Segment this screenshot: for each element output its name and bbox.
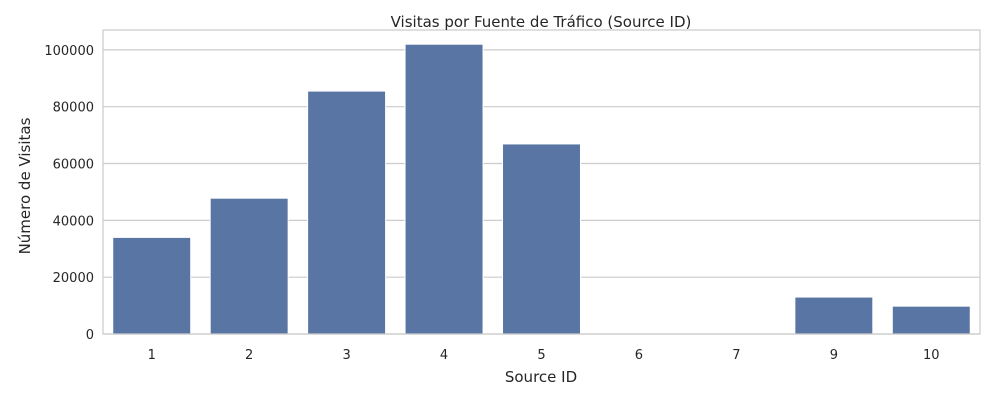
bar-source-2 bbox=[209, 197, 289, 335]
y-tick-label: 100000 bbox=[44, 44, 94, 59]
x-tick-label: 6 bbox=[635, 348, 643, 363]
x-tick-label: 3 bbox=[342, 348, 350, 363]
y-axis-label: Número de Visitas bbox=[16, 117, 34, 254]
x-tick-label: 1 bbox=[148, 348, 156, 363]
bar-source-5 bbox=[502, 143, 581, 335]
x-tick-label: 5 bbox=[537, 348, 545, 363]
y-tick-label: 20000 bbox=[53, 271, 94, 286]
x-tick-label: 10 bbox=[923, 348, 940, 363]
y-tick-labels: 0 20000 40000 60000 80000 100000 bbox=[44, 44, 94, 343]
x-tick-label: 9 bbox=[830, 348, 838, 363]
bar-source-3 bbox=[307, 90, 387, 335]
y-tick-label: 80000 bbox=[53, 101, 94, 116]
bar-source-4 bbox=[404, 43, 484, 335]
x-tick-label: 4 bbox=[440, 348, 448, 363]
x-tick-labels: 1 2 3 4 5 6 7 9 10 bbox=[148, 348, 940, 363]
bar-source-1 bbox=[112, 236, 192, 335]
bar-source-10 bbox=[891, 305, 971, 335]
bar-source-9 bbox=[794, 296, 874, 335]
y-tick-label: 60000 bbox=[53, 158, 94, 173]
bar-layer bbox=[112, 43, 971, 335]
plot-frame bbox=[102, 29, 981, 335]
x-axis-label: Source ID bbox=[505, 368, 577, 386]
x-tick-label: 2 bbox=[245, 348, 253, 363]
x-tick-label: 7 bbox=[732, 348, 740, 363]
y-tick-label: 0 bbox=[86, 328, 94, 343]
y-tick-label: 40000 bbox=[53, 214, 94, 229]
chart-title: Visitas por Fuente de Tráfico (Source ID… bbox=[391, 13, 692, 31]
